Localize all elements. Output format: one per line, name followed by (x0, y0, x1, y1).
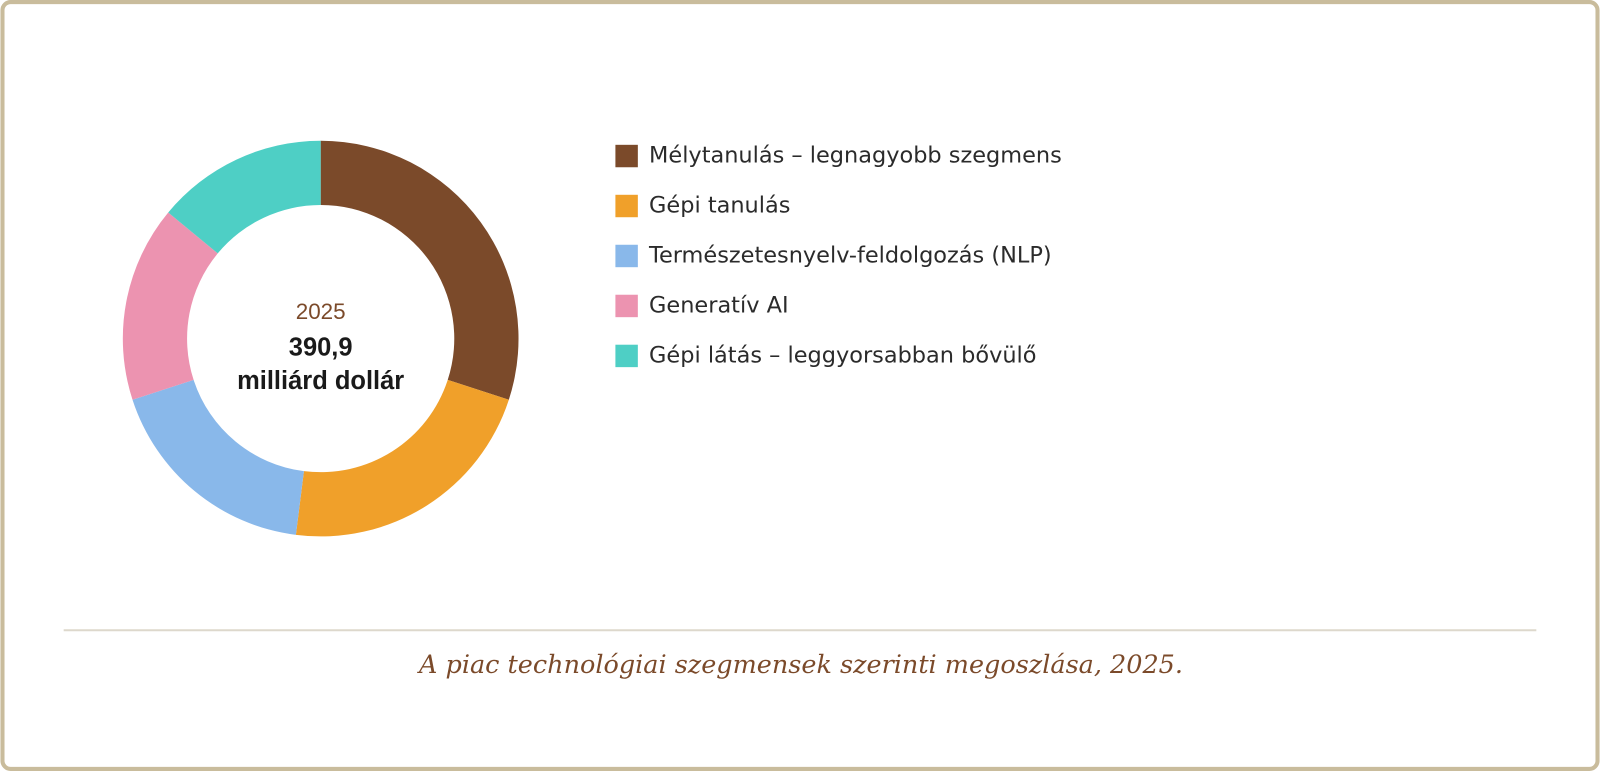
donut-slice (132, 379, 304, 535)
center-year: 2025 (296, 299, 346, 324)
legend-swatch (615, 144, 638, 168)
legend-swatch (615, 194, 638, 218)
legend-label: Gépi tanulás (649, 193, 790, 219)
center-unit: milliárd dollár (237, 367, 404, 395)
donut-slice (122, 212, 218, 400)
legend: Mélytanulás – legnagyobb szegmens Gépi ta… (615, 143, 1062, 368)
center-value: 390,9 (289, 334, 353, 362)
legend-label: Generatív AI (649, 292, 789, 318)
donut-slice (320, 140, 519, 400)
legend-label: Gépi látás – leggyorsabban bővülő (649, 342, 1036, 368)
donut-slice (295, 379, 509, 537)
legend-label: Mélytanulás – legnagyobb szegmens (649, 143, 1062, 169)
caption: A piac technológiai szegmensek szerinti … (417, 650, 1183, 680)
legend-swatch (615, 244, 638, 268)
legend-swatch (615, 294, 638, 318)
legend-swatch (615, 344, 638, 368)
legend-label: Természetesnyelv-feldolgozás (NLP) (648, 242, 1052, 268)
donut-slice (168, 140, 321, 254)
donut (122, 140, 519, 537)
